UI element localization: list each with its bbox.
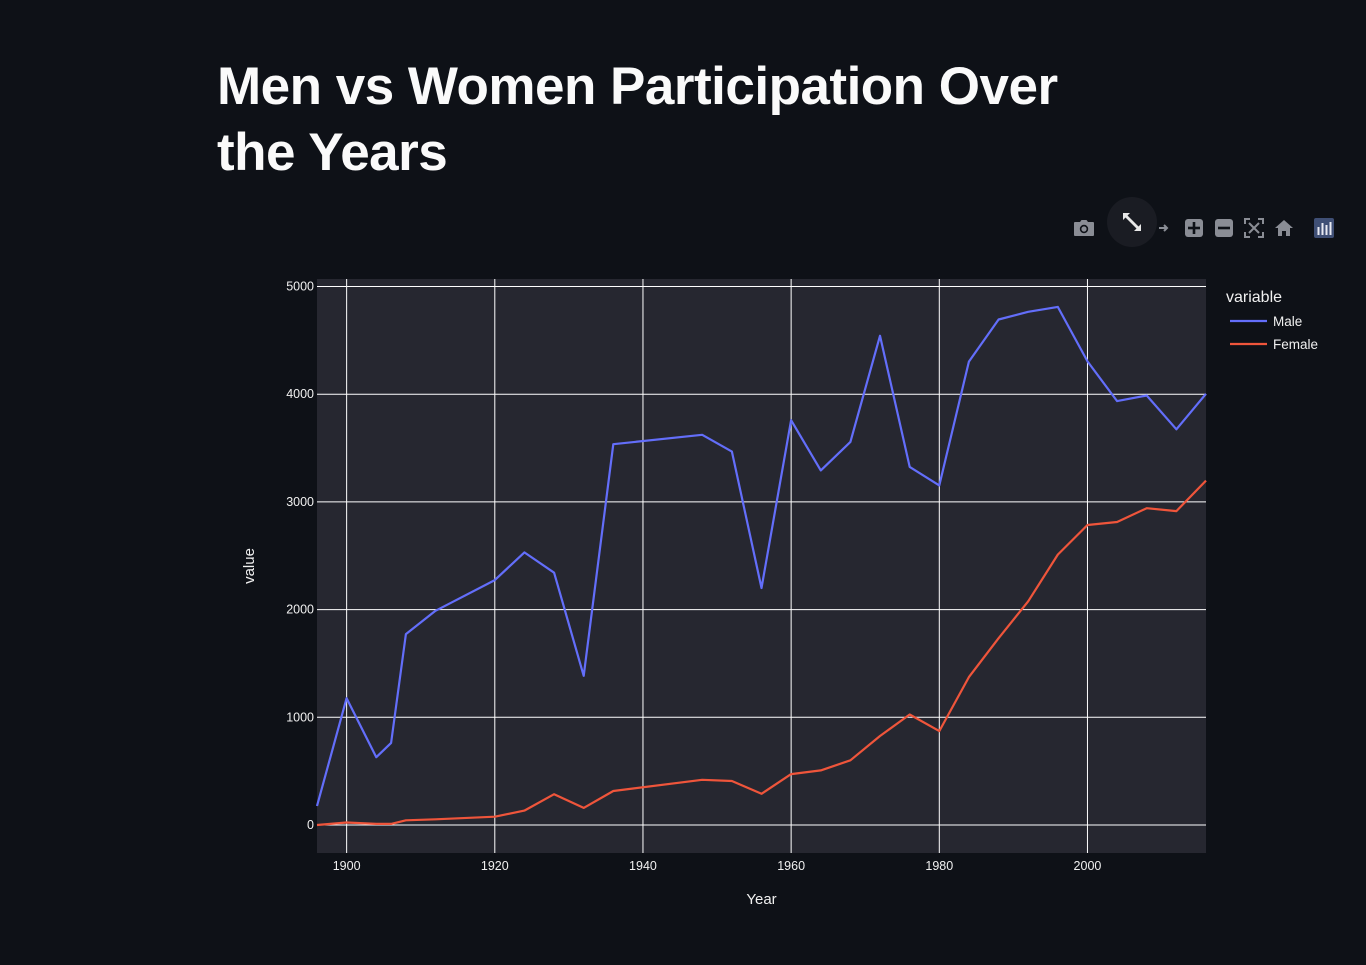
- zoom-out-icon[interactable]: [1212, 216, 1236, 240]
- y-tick-label: 2000: [286, 603, 314, 617]
- series-layer: [315, 305, 1207, 827]
- y-tick-label: 5000: [286, 280, 314, 294]
- y-tick-label: 0: [307, 818, 314, 832]
- zoom-in-icon[interactable]: [1182, 216, 1206, 240]
- y-tick-label: 4000: [286, 387, 314, 401]
- legend: variable Male Female: [1226, 289, 1318, 352]
- tick-labels: 1900 1920 1940 1960 1980 2000 0 1000 2000 3000 400…: [286, 280, 1101, 873]
- x-axis-title: Year: [746, 891, 776, 908]
- camera-icon[interactable]: [1072, 216, 1096, 240]
- chart-modebar: [1070, 216, 1340, 242]
- x-tick-label: 1980: [925, 859, 953, 873]
- y-axis-title: value: [241, 548, 258, 584]
- pan-icon[interactable]: [1152, 216, 1176, 240]
- fullscreen-button[interactable]: [1107, 197, 1157, 247]
- x-tick-label: 1900: [333, 859, 361, 873]
- page-title: Men vs Women Participation Over the Year…: [217, 57, 1058, 182]
- y-tick-label: 1000: [286, 710, 314, 724]
- x-tick-label: 1940: [629, 859, 657, 873]
- expand-arrows-icon: [1123, 213, 1141, 231]
- y-tick-label: 3000: [286, 495, 314, 509]
- legend-item-male[interactable]: Male: [1230, 314, 1302, 329]
- x-tick-label: 2000: [1074, 859, 1102, 873]
- legend-label: Male: [1273, 314, 1302, 329]
- plotly-logo-icon[interactable]: [1312, 216, 1336, 240]
- x-tick-label: 1920: [481, 859, 509, 873]
- legend-label: Female: [1273, 337, 1318, 352]
- home-icon[interactable]: [1272, 216, 1296, 240]
- series-line-female[interactable]: [316, 479, 1207, 827]
- series-line-male[interactable]: [315, 305, 1207, 807]
- autoscale-icon[interactable]: [1242, 216, 1266, 240]
- plot-area[interactable]: [317, 279, 1206, 853]
- x-tick-label: 1960: [777, 859, 805, 873]
- legend-item-female[interactable]: Female: [1230, 337, 1318, 352]
- grid-lines: [317, 279, 1206, 853]
- legend-title: variable: [1226, 289, 1282, 306]
